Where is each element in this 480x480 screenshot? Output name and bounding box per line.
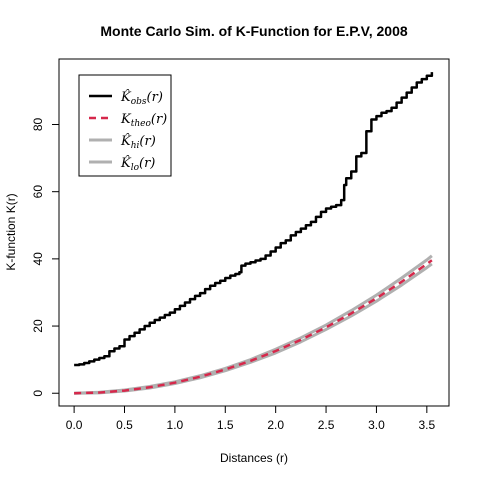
k-obs-line bbox=[74, 72, 434, 367]
x-tick-label: 0.0 bbox=[66, 418, 83, 432]
legend-label: K̂hi(r) bbox=[120, 133, 156, 151]
legend: K̂obs(r) Ktheo(r) K̂hi(r) K̂lo(r) bbox=[78, 74, 172, 177]
legend-box bbox=[78, 74, 172, 177]
y-tick-label: 0 bbox=[31, 390, 45, 397]
y-axis: 0 20 40 60 80 bbox=[31, 118, 60, 397]
k-lo-line bbox=[74, 262, 433, 395]
legend-item-k-hi: K̂hi(r) bbox=[89, 133, 156, 151]
x-tick-label: 0.5 bbox=[116, 418, 133, 432]
k-hi-line bbox=[74, 254, 433, 395]
legend-item-k-lo: K̂lo(r) bbox=[89, 155, 155, 173]
chart-title: Monte Carlo Sim. of K-Function for E.P.V… bbox=[100, 23, 407, 39]
x-tick-label: 1.5 bbox=[217, 418, 234, 432]
x-tick-label: 3.0 bbox=[368, 418, 385, 432]
x-axis: 0.0 0.5 1.0 1.5 2.0 2.5 3.0 3.5 bbox=[66, 405, 435, 432]
x-tick-label: 2.0 bbox=[267, 418, 284, 432]
x-tick-label: 3.5 bbox=[418, 418, 435, 432]
y-tick-label: 20 bbox=[31, 319, 45, 333]
x-tick-label: 1.0 bbox=[167, 418, 184, 432]
legend-label: Ktheo(r) bbox=[120, 112, 167, 129]
legend-label: K̂obs(r) bbox=[120, 89, 163, 107]
y-tick-label: 40 bbox=[31, 252, 45, 266]
y-tick-label: 80 bbox=[31, 118, 45, 132]
y-tick-label: 60 bbox=[31, 185, 45, 199]
legend-item-k-theo: Ktheo(r) bbox=[89, 112, 167, 129]
x-tick-label: 2.5 bbox=[318, 418, 335, 432]
legend-label: K̂lo(r) bbox=[120, 155, 155, 173]
legend-item-k-obs: K̂obs(r) bbox=[89, 89, 163, 107]
series-layer bbox=[74, 72, 434, 395]
y-axis-label: K-function K(r) bbox=[4, 193, 18, 270]
k-theo-line bbox=[74, 259, 433, 395]
x-axis-label: Distances (r) bbox=[220, 451, 288, 465]
